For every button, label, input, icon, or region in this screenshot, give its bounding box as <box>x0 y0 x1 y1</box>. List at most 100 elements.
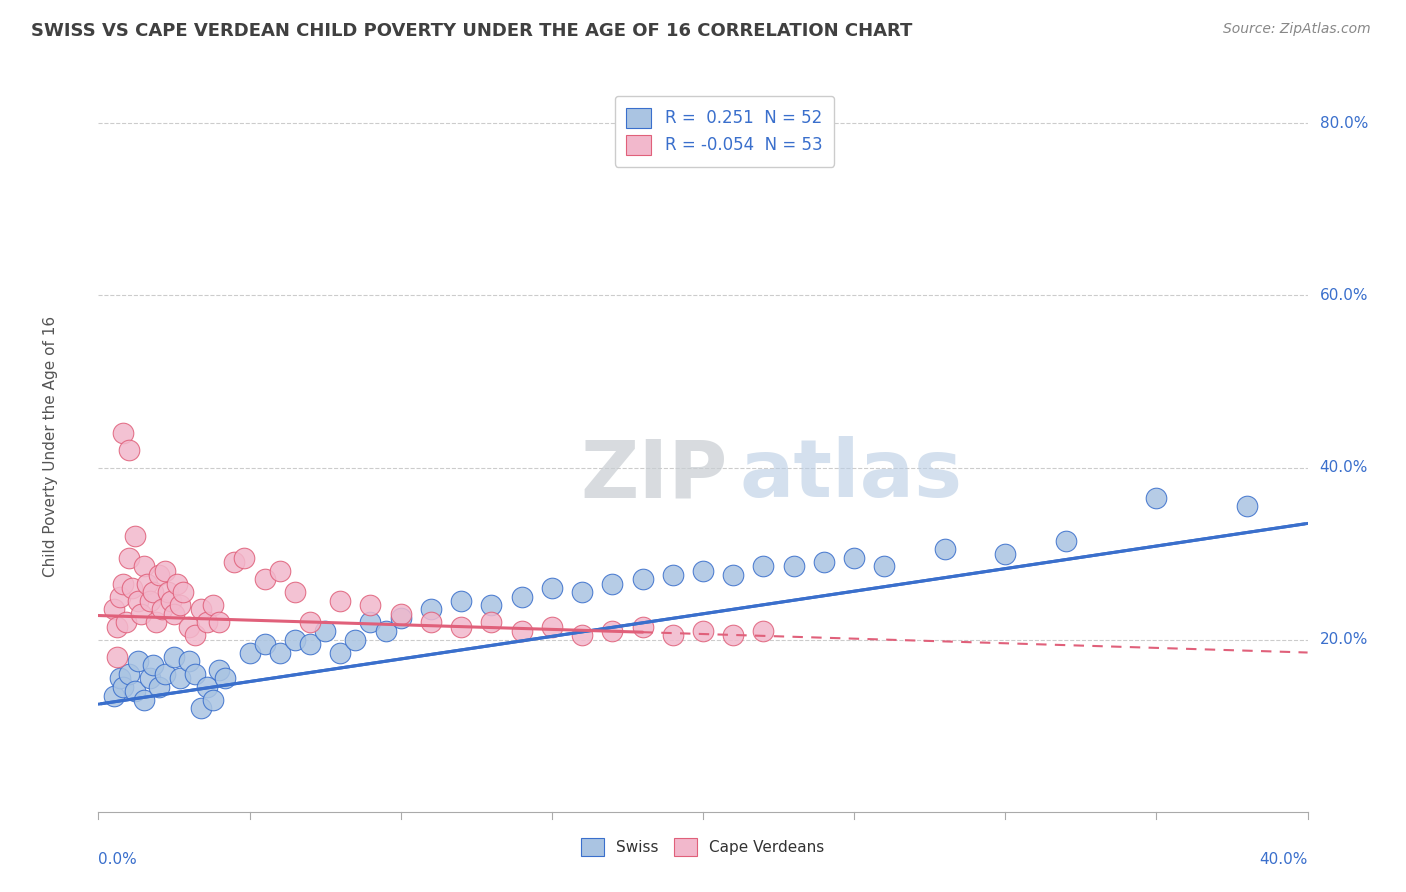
Text: 60.0%: 60.0% <box>1320 288 1368 303</box>
Point <box>132 559 155 574</box>
Point <box>602 624 624 638</box>
Point <box>103 602 125 616</box>
Point <box>190 701 212 715</box>
Point <box>153 564 176 578</box>
Point <box>148 568 170 582</box>
Point <box>169 671 191 685</box>
Text: ZIP: ZIP <box>579 436 727 515</box>
Point <box>1236 500 1258 514</box>
Point <box>179 620 201 634</box>
Point <box>253 573 276 587</box>
Point <box>284 632 307 647</box>
Point <box>994 547 1017 561</box>
Point <box>132 693 155 707</box>
Point <box>284 585 307 599</box>
Point <box>148 680 170 694</box>
Point <box>169 598 191 612</box>
Point <box>571 628 593 642</box>
Point <box>450 594 472 608</box>
Point <box>420 615 443 630</box>
Point <box>510 590 533 604</box>
Point <box>232 550 254 565</box>
Point <box>602 576 624 591</box>
Point <box>179 654 201 668</box>
Point <box>184 628 207 642</box>
Point <box>344 632 367 647</box>
Point <box>111 576 134 591</box>
Point <box>139 594 162 608</box>
Point <box>135 576 157 591</box>
Point <box>329 646 352 660</box>
Point <box>190 602 212 616</box>
Point <box>160 594 183 608</box>
Point <box>105 649 128 664</box>
Point <box>127 654 149 668</box>
Point <box>127 594 149 608</box>
Text: 40.0%: 40.0% <box>1320 460 1368 475</box>
Point <box>571 585 593 599</box>
Point <box>108 590 131 604</box>
Point <box>692 564 714 578</box>
Point <box>108 671 131 685</box>
Point <box>124 684 146 698</box>
Point <box>224 555 246 569</box>
Point <box>752 624 775 638</box>
Point <box>299 615 322 630</box>
Legend: Swiss, Cape Verdeans: Swiss, Cape Verdeans <box>575 831 831 863</box>
Point <box>873 559 896 574</box>
Point <box>481 598 503 612</box>
Point <box>239 646 262 660</box>
Point <box>145 615 167 630</box>
Point <box>692 624 714 638</box>
Point <box>661 568 683 582</box>
Point <box>540 620 562 634</box>
Point <box>156 585 179 599</box>
Point <box>510 624 533 638</box>
Point <box>202 693 225 707</box>
Point <box>360 598 382 612</box>
Point <box>142 658 165 673</box>
Point <box>631 620 654 634</box>
Point <box>631 573 654 587</box>
Point <box>150 602 173 616</box>
Point <box>1144 491 1167 505</box>
Point <box>1054 533 1077 548</box>
Point <box>208 615 231 630</box>
Point <box>129 607 152 621</box>
Point <box>299 637 322 651</box>
Point <box>420 602 443 616</box>
Point <box>253 637 276 651</box>
Text: SWISS VS CAPE VERDEAN CHILD POVERTY UNDER THE AGE OF 16 CORRELATION CHART: SWISS VS CAPE VERDEAN CHILD POVERTY UNDE… <box>31 22 912 40</box>
Point <box>314 624 336 638</box>
Text: 40.0%: 40.0% <box>1260 852 1308 867</box>
Point <box>752 559 775 574</box>
Point <box>124 529 146 543</box>
Point <box>329 594 352 608</box>
Point <box>121 581 143 595</box>
Point <box>934 542 956 557</box>
Point <box>163 607 186 621</box>
Point <box>389 607 412 621</box>
Point <box>208 663 231 677</box>
Point <box>103 689 125 703</box>
Point <box>114 615 136 630</box>
Text: Child Poverty Under the Age of 16: Child Poverty Under the Age of 16 <box>42 316 58 576</box>
Point <box>389 611 412 625</box>
Point <box>195 615 218 630</box>
Point <box>813 555 835 569</box>
Point <box>540 581 562 595</box>
Point <box>105 620 128 634</box>
Point <box>139 671 162 685</box>
Point <box>118 667 141 681</box>
Point <box>844 550 866 565</box>
Point <box>202 598 225 612</box>
Text: Source: ZipAtlas.com: Source: ZipAtlas.com <box>1223 22 1371 37</box>
Point <box>269 646 291 660</box>
Text: 0.0%: 0.0% <box>98 852 138 867</box>
Point <box>214 671 236 685</box>
Point <box>184 667 207 681</box>
Point <box>111 680 134 694</box>
Point <box>269 564 291 578</box>
Point <box>163 649 186 664</box>
Text: atlas: atlas <box>740 436 962 515</box>
